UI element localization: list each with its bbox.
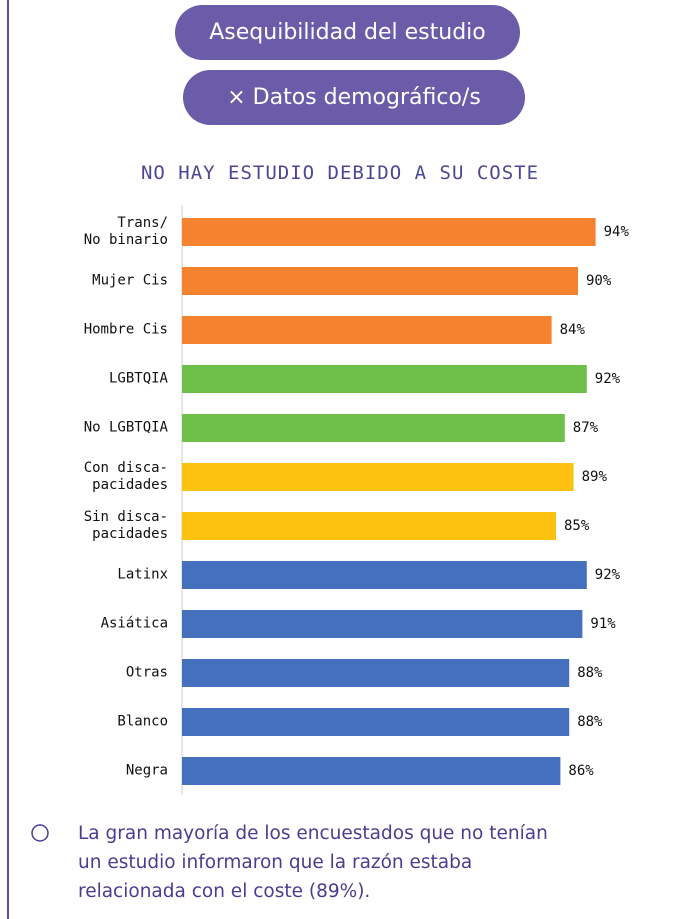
category-label: Trans/ No binario — [83, 215, 168, 248]
category-label: Latinx — [117, 566, 168, 583]
value-label: 88% — [577, 714, 603, 730]
bar — [182, 365, 587, 393]
bar — [182, 414, 565, 442]
bar — [182, 316, 552, 344]
category-label: LGBTQIA — [108, 370, 168, 387]
category-label: Otras — [125, 664, 168, 681]
bullet-icon — [31, 824, 49, 842]
category-label: Asiática — [100, 615, 168, 632]
category-label: Sin disca- pacidades — [83, 509, 168, 542]
value-label: 92% — [594, 371, 621, 387]
bar — [182, 708, 570, 736]
value-label: 86% — [568, 763, 594, 779]
value-label: 84% — [559, 322, 585, 338]
category-label: No LGBTQIA — [83, 419, 168, 436]
value-label: 85% — [564, 518, 590, 534]
value-label: 87% — [572, 420, 599, 436]
category-label: Negra — [125, 762, 168, 779]
bar — [182, 463, 574, 491]
value-label: 91% — [590, 616, 616, 632]
value-label: 90% — [586, 273, 612, 289]
value-label: 89% — [581, 469, 607, 485]
bar — [182, 659, 570, 687]
category-label: Con disca- pacidades — [83, 460, 168, 493]
value-label: 94% — [603, 224, 629, 240]
chart-title: NO HAY ESTUDIO DEBIDO A SU COSTE — [140, 162, 540, 184]
bar — [182, 512, 556, 540]
bar — [182, 267, 578, 295]
bar — [182, 561, 587, 589]
bar — [182, 757, 561, 785]
filter-button[interactable]: Asequibilidad del estudio — [175, 5, 520, 60]
category-label: Blanco — [117, 713, 168, 730]
value-label: 88% — [577, 665, 603, 681]
value-label: 92% — [594, 567, 621, 583]
category-label: Hombre Cis — [83, 321, 168, 338]
category-label: Mujer Cis — [92, 272, 168, 289]
bar — [182, 610, 583, 638]
bar — [182, 218, 596, 246]
note: La gran mayoría de los encuestados que n… — [78, 823, 548, 902]
filter-chip[interactable]: × Datos demográfico/s — [183, 70, 525, 125]
